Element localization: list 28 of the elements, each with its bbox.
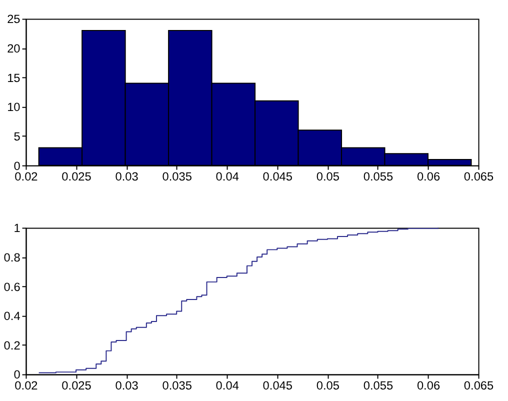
x-tick-label: 0.065 — [464, 170, 494, 184]
y-tick-label: 0.2 — [4, 338, 20, 352]
x-tick-label: 0.055 — [363, 378, 394, 393]
y-tick-label: 20 — [7, 42, 21, 56]
x-tick-label: 0.04 — [216, 170, 240, 184]
x-tick-label: 0.04 — [216, 378, 240, 393]
x-tick-label: 0.05 — [316, 170, 340, 184]
y-tick-label: 10 — [7, 100, 21, 114]
x-tick-label: 0.035 — [162, 170, 192, 184]
x-tick-label: 0.025 — [62, 170, 92, 184]
y-tick-label: 0.4 — [4, 309, 21, 324]
y-tick-label: 1 — [14, 221, 21, 236]
x-tick-label: 0.06 — [416, 378, 440, 393]
y-tick-label: 5 — [14, 129, 21, 144]
x-tick-label: 0.05 — [316, 378, 340, 393]
x-tick-label: 0.065 — [464, 378, 494, 393]
x-tick-label: 0.03 — [115, 170, 139, 184]
x-tick-label: 0.025 — [62, 378, 92, 393]
x-tick-label: 0.035 — [162, 378, 192, 393]
y-tick-label: 25 — [7, 12, 21, 26]
x-tick-label: 0.055 — [363, 170, 394, 184]
y-tick-label: 0.8 — [4, 250, 21, 264]
x-tick-label: 0.045 — [262, 378, 293, 393]
y-tick-label: 15 — [7, 70, 21, 85]
x-tick-label: 0.045 — [262, 170, 293, 184]
x-tick-label: 0.06 — [416, 170, 440, 184]
x-tick-label: 0.03 — [115, 378, 139, 393]
y-tick-label: 0.6 — [4, 280, 21, 294]
